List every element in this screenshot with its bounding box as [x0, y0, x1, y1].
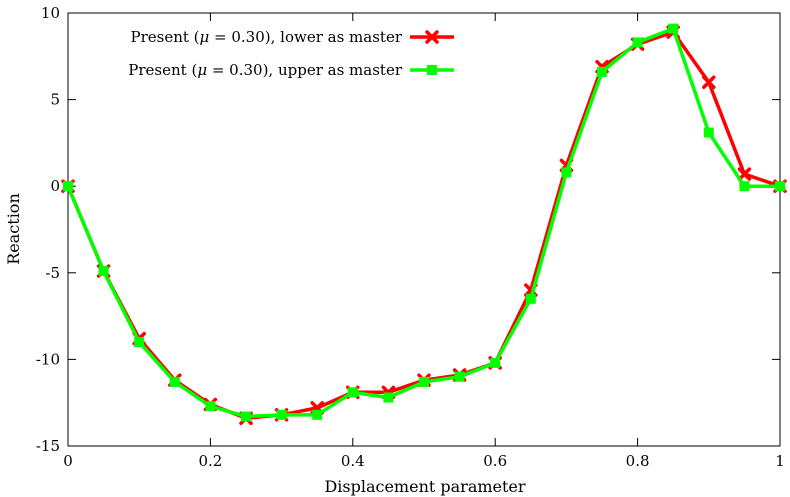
y-tick-label: -5 [45, 264, 60, 282]
y-tick-label: -10 [36, 350, 60, 368]
series-2 [63, 23, 785, 422]
data-point [632, 37, 643, 48]
y-tick-label: 5 [50, 91, 60, 109]
data-point [63, 181, 73, 192]
data-point [419, 376, 429, 387]
series-line [66, 26, 780, 419]
data-point [169, 376, 180, 387]
y-tick-label: 10 [41, 4, 60, 22]
data-point [775, 181, 785, 192]
series-1 [61, 25, 787, 426]
data-point [241, 411, 251, 422]
x-tick-label: 0.4 [341, 452, 365, 470]
data-point [347, 387, 358, 398]
legend-marker [425, 30, 439, 44]
data-point [597, 66, 607, 77]
x-tick-label: 0 [63, 452, 73, 470]
x-axis-label: Displacement parameter [324, 477, 525, 496]
data-point [668, 23, 679, 34]
data-point [312, 409, 323, 420]
x-tick-label: 0.8 [626, 452, 650, 470]
data-point [561, 167, 572, 178]
x-tick-label: 1 [775, 452, 785, 470]
data-point [276, 409, 287, 420]
data-point [98, 266, 109, 277]
legend-marker [427, 65, 437, 75]
data-point [737, 167, 752, 181]
legend-item-1: Present (μ = 0.30), lower as master [130, 28, 454, 46]
plot-frame [67, 12, 781, 447]
y-axis-label: Reaction [4, 193, 23, 265]
data-point [454, 371, 465, 382]
y-tick-label: 0 [50, 177, 60, 195]
data-point [703, 127, 714, 138]
legend-item-2: Present (μ = 0.30), upper as master [128, 61, 454, 79]
data-point [525, 293, 536, 304]
data-point [490, 357, 501, 368]
x-tick-label: 0.2 [198, 452, 222, 470]
data-point [383, 392, 394, 403]
legend-label: Present (μ = 0.30), lower as master [130, 28, 402, 46]
series-line [66, 30, 781, 421]
data-point [702, 75, 716, 90]
x-tick-label: 0.6 [483, 452, 507, 470]
data-point [205, 401, 216, 412]
data-point [134, 337, 145, 348]
data-point [739, 181, 750, 192]
legend-label: Present (μ = 0.30), upper as master [128, 61, 403, 79]
y-tick-label: -15 [36, 437, 60, 455]
